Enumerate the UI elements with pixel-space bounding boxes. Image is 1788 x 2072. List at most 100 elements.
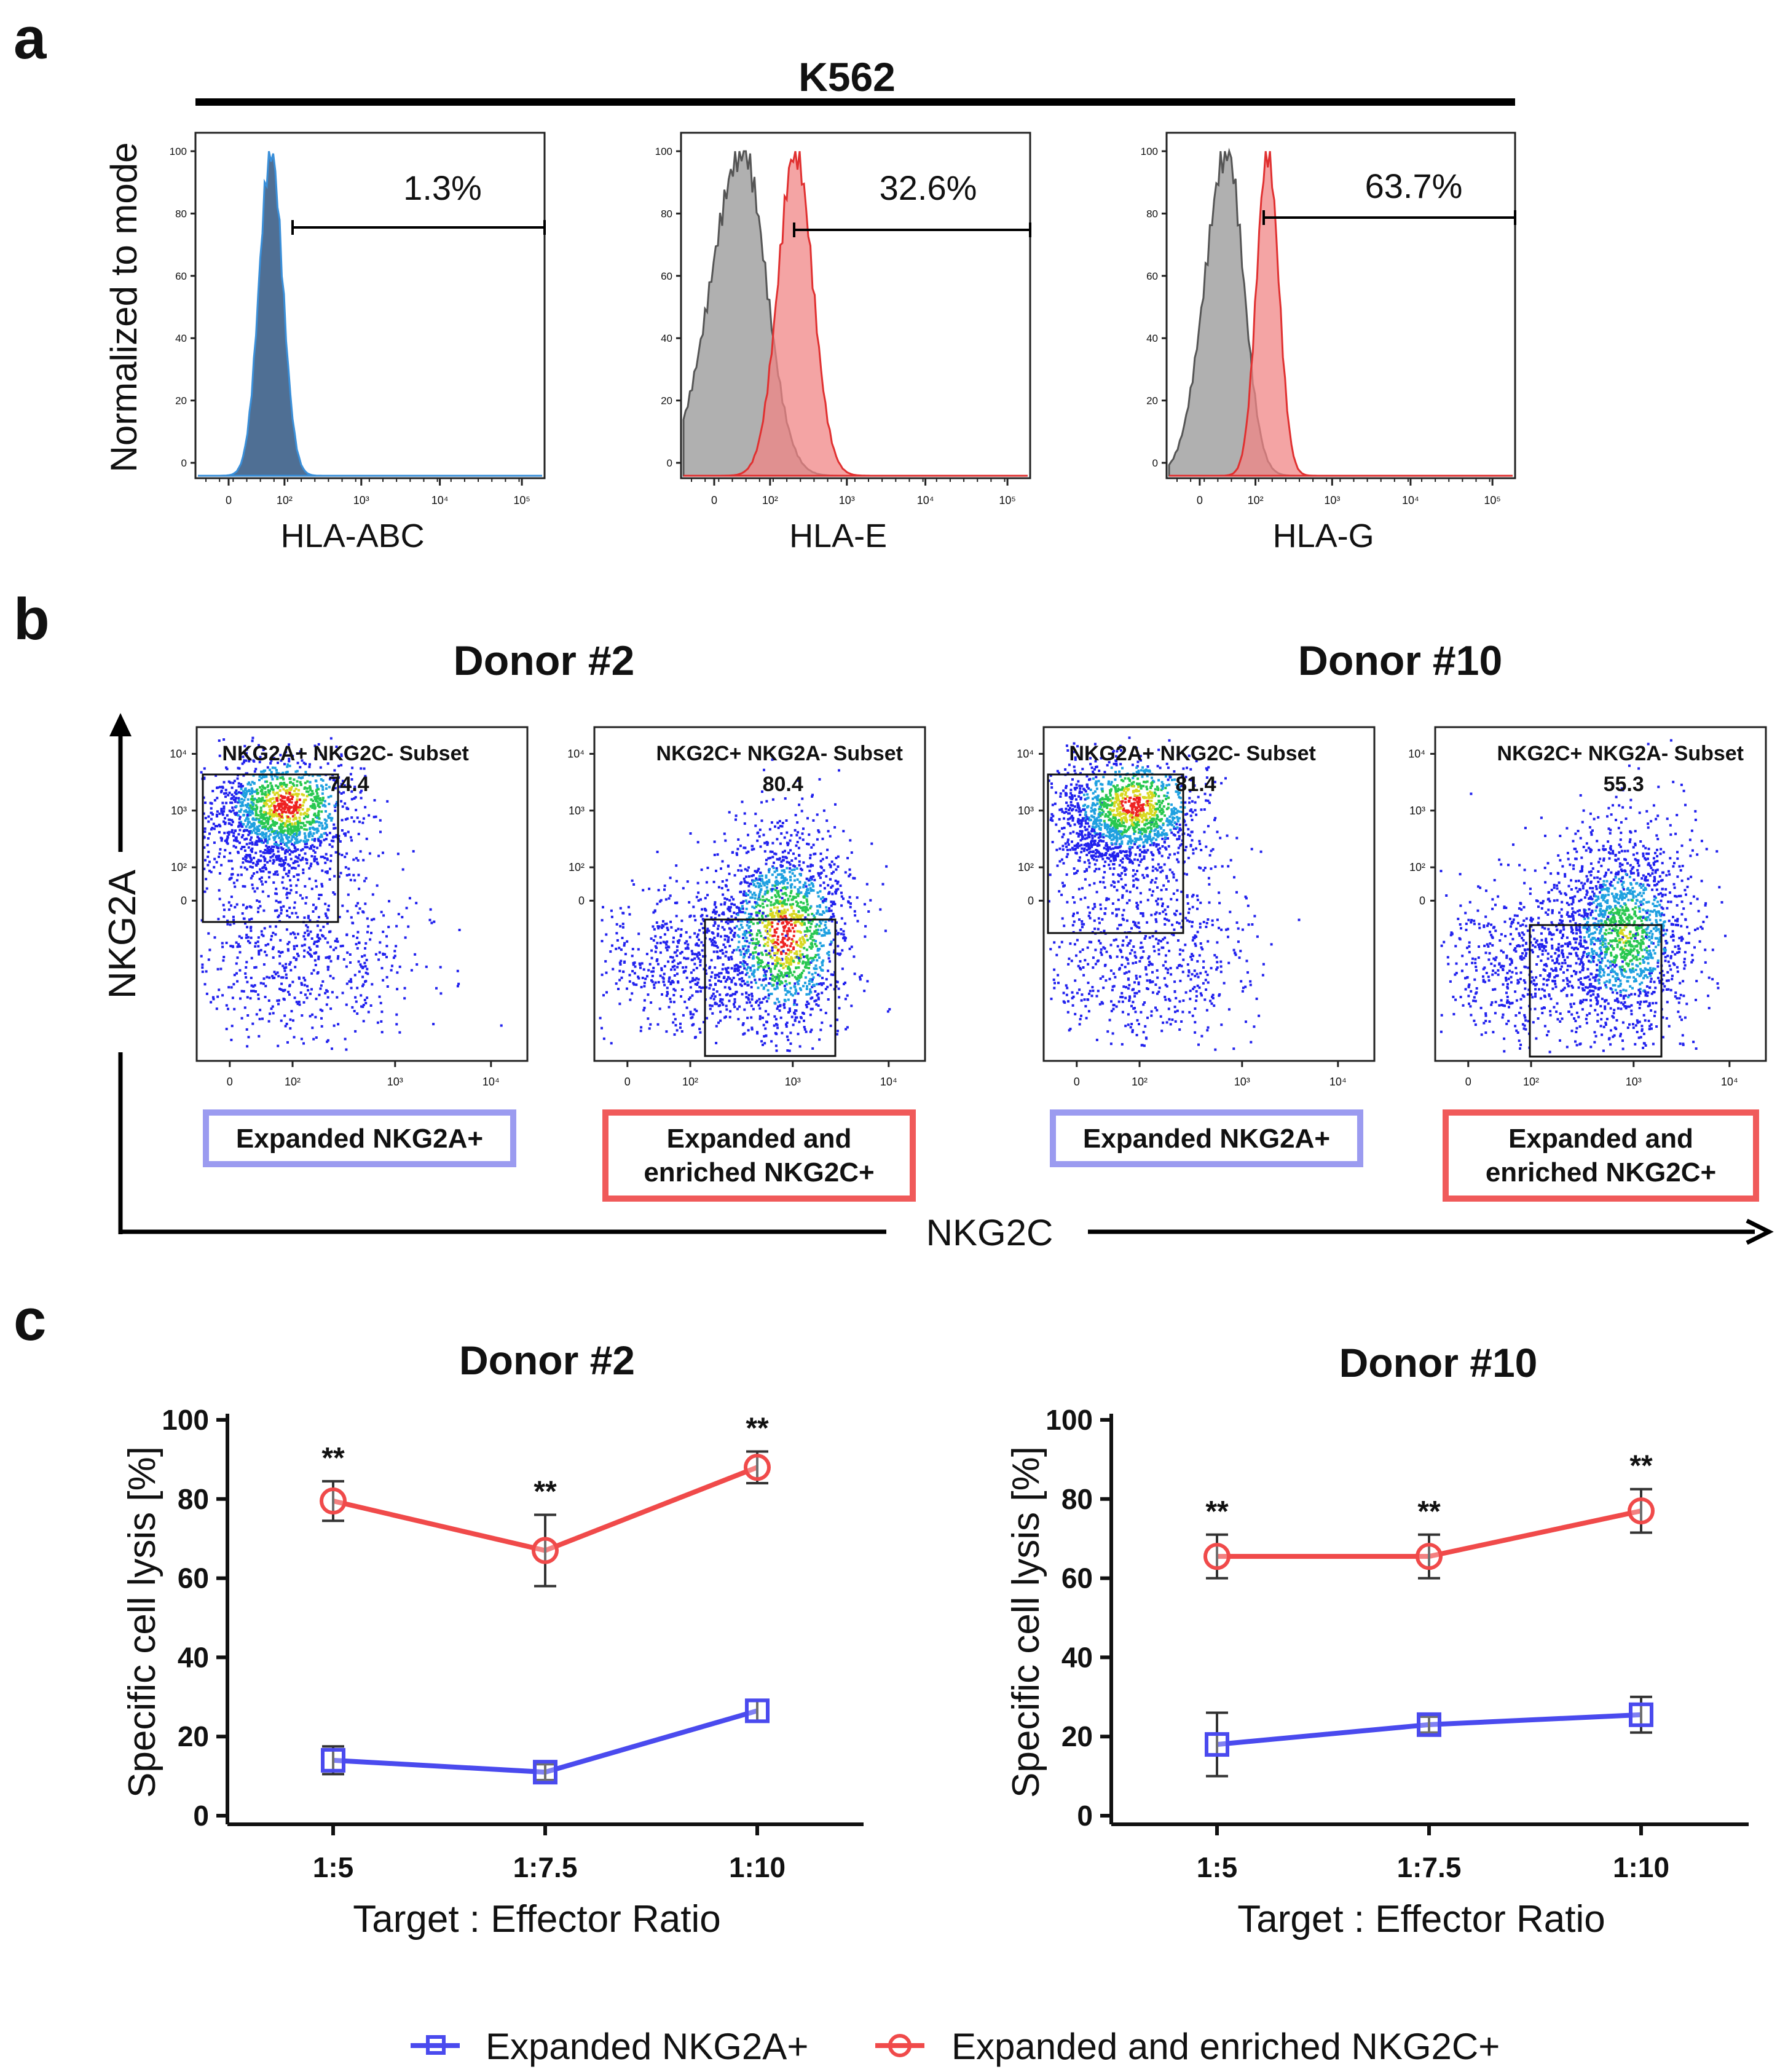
event-dot	[852, 876, 855, 880]
caption-line-1: Expanded NKG2A+	[236, 1124, 483, 1154]
event-dot	[750, 920, 753, 923]
event-dot	[736, 1007, 739, 1010]
event-dot	[757, 1004, 760, 1007]
event-dot	[338, 786, 341, 789]
event-dot	[780, 860, 783, 863]
event-dot	[272, 813, 275, 816]
event-dot	[314, 779, 317, 782]
event-dot	[1159, 833, 1162, 837]
event-dot	[344, 856, 347, 859]
event-dot	[637, 975, 640, 979]
event-dot	[1178, 786, 1181, 789]
event-dot	[326, 1040, 329, 1043]
event-dot	[341, 854, 344, 856]
event-dot	[317, 862, 320, 865]
event-dot	[241, 803, 244, 806]
event-dot	[801, 832, 804, 835]
event-dot	[768, 880, 771, 883]
event-dot	[843, 939, 846, 942]
event-dot	[794, 896, 797, 899]
event-dot	[364, 980, 366, 983]
event-dot	[289, 879, 291, 882]
event-dot	[771, 956, 774, 959]
event-dot	[238, 767, 241, 770]
event-dot	[219, 967, 223, 971]
event-dot	[1120, 779, 1123, 782]
event-dot	[245, 966, 248, 969]
event-dot	[280, 906, 283, 909]
event-dot	[309, 1015, 312, 1018]
event-dot	[700, 869, 703, 871]
event-dot	[798, 854, 800, 857]
event-dot	[714, 910, 717, 913]
event-dot	[793, 879, 796, 882]
event-dot	[743, 955, 746, 958]
event-dot	[779, 958, 782, 961]
event-dot	[693, 963, 696, 966]
event-dot	[242, 774, 245, 777]
event-dot	[746, 949, 749, 952]
event-dot	[285, 973, 288, 976]
event-dot	[325, 819, 328, 822]
event-dot	[1164, 908, 1167, 912]
event-dot	[761, 1016, 764, 1019]
event-dot	[326, 1039, 329, 1042]
event-dot	[618, 961, 621, 964]
event-dot	[774, 931, 778, 934]
event-dot	[757, 867, 760, 870]
event-dot	[220, 789, 223, 792]
event-dot	[786, 878, 788, 881]
event-dot	[770, 900, 773, 904]
event-dot	[739, 961, 742, 964]
event-dot	[643, 999, 646, 1002]
event-dot	[311, 806, 314, 809]
event-dot	[264, 813, 267, 816]
event-dot	[242, 857, 245, 860]
event-dot	[368, 852, 371, 855]
event-dot	[1186, 894, 1189, 897]
event-dot	[210, 1001, 213, 1004]
event-dot	[246, 1014, 250, 1017]
event-dot	[291, 823, 294, 826]
event-dot	[310, 988, 313, 991]
event-dot	[269, 813, 272, 816]
event-dot	[758, 1007, 762, 1010]
event-dot	[280, 863, 283, 866]
event-dot	[648, 963, 652, 966]
event-dot	[774, 1044, 778, 1047]
event-dot	[757, 963, 760, 966]
event-dot	[1159, 766, 1162, 770]
event-dot	[755, 877, 758, 880]
event-dot	[742, 1033, 745, 1036]
event-dot	[697, 899, 700, 902]
event-dot	[792, 947, 795, 950]
event-dot	[733, 904, 736, 906]
event-dot	[709, 966, 712, 969]
event-dot	[317, 933, 319, 936]
event-dot	[711, 971, 714, 974]
event-dot	[674, 989, 677, 992]
event-dot	[316, 792, 319, 795]
event-dot	[806, 865, 809, 868]
event-dot	[728, 945, 731, 948]
event-dot	[758, 910, 761, 912]
event-dot	[272, 1012, 275, 1015]
event-dot	[798, 1045, 801, 1048]
event-dot	[782, 869, 786, 872]
event-dot	[1081, 993, 1084, 996]
event-dot	[235, 797, 238, 800]
event-dot	[355, 857, 358, 860]
event-dot	[617, 988, 620, 990]
event-dot	[286, 798, 289, 802]
event-dot	[267, 794, 270, 797]
event-dot	[781, 921, 784, 924]
event-dot	[277, 772, 280, 775]
event-dot	[885, 865, 888, 868]
event-dot	[731, 851, 734, 854]
event-dot	[266, 840, 269, 843]
event-dot	[371, 893, 374, 896]
event-dot	[688, 936, 691, 939]
